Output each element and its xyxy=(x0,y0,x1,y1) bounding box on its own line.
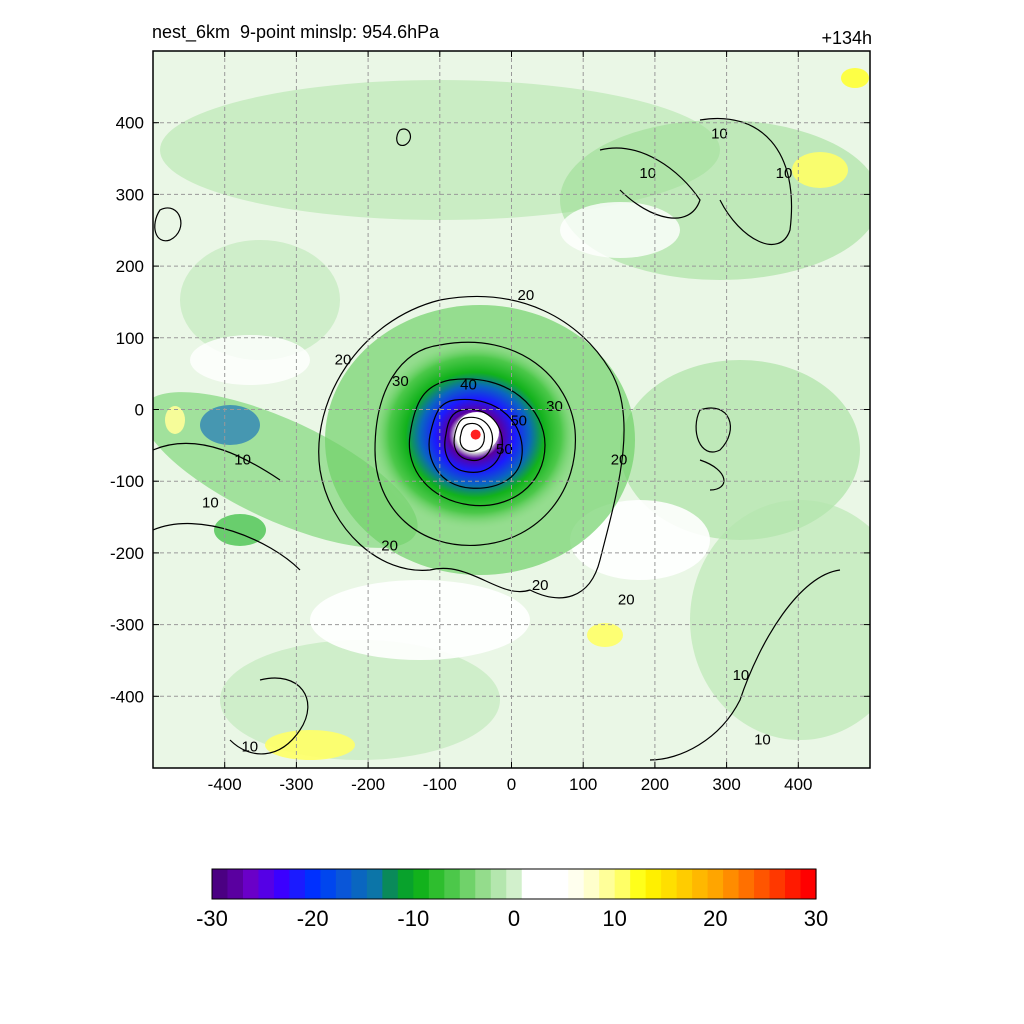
grid-lines xyxy=(153,51,870,768)
y-tick-label: 100 xyxy=(116,329,144,348)
contour-label: 50 xyxy=(496,441,513,458)
x-tick-label: -400 xyxy=(208,775,242,794)
colorbar-swatch xyxy=(212,869,229,899)
colorbar-swatch xyxy=(754,869,771,899)
colorbar-tick-label: -10 xyxy=(397,906,429,931)
colorbar-swatch xyxy=(614,869,631,899)
colorbar: -30 -20 -10 0 10 20 30 xyxy=(196,868,828,931)
colorbar-swatch xyxy=(382,869,399,899)
colorbar-swatch xyxy=(397,869,414,899)
colorbar-tick-label: 30 xyxy=(804,906,828,931)
colorbar-swatch xyxy=(583,869,600,899)
colorbar-swatch xyxy=(537,869,554,899)
y-tick-label: -300 xyxy=(110,616,144,635)
contour-label: 20 xyxy=(611,452,628,469)
colorbar-swatch xyxy=(707,869,724,899)
colorbar-swatch xyxy=(335,869,352,899)
colorbar-swatch xyxy=(490,869,507,899)
colorbar-swatch xyxy=(304,869,322,899)
y-axis: 400 300 200 100 0 -100 -200 -300 -400 xyxy=(110,114,870,706)
colorbar-swatch xyxy=(676,869,693,899)
colorbar-swatch xyxy=(599,869,616,899)
contour-label: 10 xyxy=(241,738,258,755)
forecast-hour-label: +134h xyxy=(821,28,872,48)
x-tick-label: 300 xyxy=(712,775,740,794)
contour-label: 10 xyxy=(202,495,219,512)
contour-label: 10 xyxy=(234,452,251,469)
shaded-field xyxy=(153,68,870,760)
contour-label: 30 xyxy=(392,373,409,390)
x-axis: -400 -300 -200 -100 0 100 200 300 400 xyxy=(208,51,812,794)
colorbar-swatch xyxy=(366,869,383,899)
colorbar-swatch xyxy=(428,869,445,899)
contour-label: 20 xyxy=(618,592,635,609)
colorbar-swatch xyxy=(661,869,678,899)
contour-lines xyxy=(153,118,841,761)
storm-center-marker xyxy=(470,429,481,440)
colorbar-swatch xyxy=(475,869,492,899)
colorbar-frame xyxy=(211,868,817,900)
y-tick-label: -100 xyxy=(110,472,144,491)
colorbar-swatch xyxy=(444,869,461,899)
colorbar-tick-label: -20 xyxy=(297,906,329,931)
colorbar-swatch xyxy=(552,869,569,899)
y-tick-label: 200 xyxy=(116,257,144,276)
x-tick-label: -100 xyxy=(423,775,457,794)
colorbar-swatch xyxy=(785,869,802,899)
colorbar-tick-label: 20 xyxy=(703,906,727,931)
contour-label: 10 xyxy=(711,125,728,142)
colorbar-swatch xyxy=(413,869,430,899)
colorbar-swatch xyxy=(351,869,368,899)
colorbar-swatch xyxy=(506,869,523,899)
contour-label: 10 xyxy=(639,165,656,182)
colorbar-swatch xyxy=(645,869,662,899)
colorbar-swatch xyxy=(723,869,740,899)
contour-label: 20 xyxy=(517,287,534,304)
contour-label: 50 xyxy=(510,412,527,429)
x-tick-label: 100 xyxy=(569,775,597,794)
contour-label: 20 xyxy=(335,351,352,368)
colorbar-swatch xyxy=(769,869,786,899)
contour-label: 40 xyxy=(460,376,477,393)
y-tick-label: 300 xyxy=(116,185,144,204)
colorbar-swatch xyxy=(227,869,244,899)
colorbar-tick-label: 0 xyxy=(508,906,520,931)
y-tick-label: -200 xyxy=(110,544,144,563)
contour-label: 10 xyxy=(754,731,771,748)
colorbar-swatch xyxy=(459,869,476,899)
contour-label: 20 xyxy=(532,577,549,594)
y-tick-label: -400 xyxy=(110,687,144,706)
colorbar-swatch xyxy=(289,869,306,899)
colorbar-swatch xyxy=(630,869,647,899)
colorbar-tick-label: 10 xyxy=(602,906,626,931)
y-tick-label: 0 xyxy=(135,401,144,420)
x-tick-label: 0 xyxy=(507,775,516,794)
contour-label: 10 xyxy=(733,667,750,684)
contour-label: 10 xyxy=(776,165,793,182)
contour-labels: 10 10 10 20 20 30 40 30 50 50 20 10 10 20 20 20 10 10 10 xyxy=(202,125,792,755)
colorbar-swatch xyxy=(738,869,755,899)
contour-label: 30 xyxy=(546,398,563,415)
colorbar-swatch xyxy=(800,869,817,899)
colorbar-tick-label: -30 xyxy=(196,906,228,931)
y-tick-label: 400 xyxy=(116,114,144,133)
colorbar-swatch xyxy=(273,869,291,899)
colorbar-swatch xyxy=(692,869,709,899)
colorbar-swatch xyxy=(258,869,275,899)
colorbar-swatch xyxy=(521,869,538,899)
x-tick-label: -300 xyxy=(279,775,313,794)
x-tick-label: -200 xyxy=(351,775,385,794)
x-tick-label: 400 xyxy=(784,775,812,794)
colorbar-swatch xyxy=(568,869,585,899)
colorbar-swatch xyxy=(320,869,337,899)
contour-label: 20 xyxy=(381,538,398,555)
chart-title: nest_6km 9-point minslp: 954.6hPa xyxy=(152,22,440,42)
colorbar-swatch xyxy=(242,869,260,899)
x-tick-label: 200 xyxy=(641,775,669,794)
